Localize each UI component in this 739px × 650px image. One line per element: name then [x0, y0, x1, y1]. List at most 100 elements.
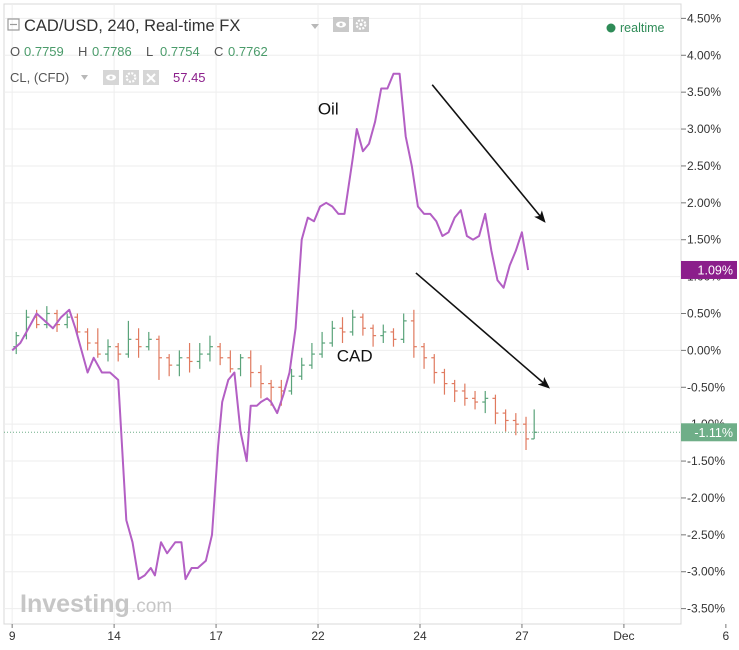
y-tick-label-8: 0.50%: [687, 307, 721, 321]
x-tick-label-7: 6: [723, 629, 730, 643]
cad-candle-15: [166, 354, 173, 377]
compare-dropdown-icon[interactable]: [81, 75, 88, 80]
y-tick-label-13: -2.00%: [687, 491, 725, 505]
cad-candle-38: [400, 313, 407, 344]
y-axis[interactable]: 4.50%4.00%3.50%3.00%2.50%2.00%1.50%1.00%…: [681, 11, 725, 616]
cad-candle-47: [492, 394, 499, 425]
annotation-oil: Oil: [318, 99, 339, 118]
cad-candle-10: [115, 343, 122, 362]
y-tick-label-4: 2.50%: [687, 159, 721, 173]
cad-candle-41: [431, 354, 438, 384]
square-minus-icon[interactable]: [7, 18, 20, 31]
cad-candle-28: [298, 357, 305, 380]
compare-gear-icon[interactable]: [123, 70, 139, 85]
cad-candle-16: [176, 350, 183, 377]
cad-candle-27: [288, 368, 295, 395]
x-tick-label-1: 14: [107, 629, 121, 643]
symbol-title[interactable]: CAD/USD, 240, Real-time FX: [24, 17, 240, 35]
cad-candle-36: [380, 324, 387, 344]
badge-label-oil: 1.09%: [698, 263, 733, 277]
x-tick-label-4: 24: [413, 629, 427, 643]
y-tick-label-0: 4.50%: [687, 11, 721, 25]
cad-candle-20: [217, 343, 224, 366]
realtime-dot: [606, 23, 616, 33]
ohlc-label-c: C: [214, 44, 223, 59]
x-tick-label-0: 9: [9, 629, 16, 643]
cad-candle-50: [523, 416, 530, 450]
cad-candle-34: [359, 313, 366, 336]
y-tick-label-6: 1.50%: [687, 233, 721, 247]
cad-candle-19: [206, 335, 213, 362]
y-tick-label-12: -1.50%: [687, 454, 725, 468]
ohlc-row: O 0.7759 H 0.7786 L 0.7754 C 0.7762: [10, 44, 268, 59]
cad-candle-35: [370, 324, 377, 347]
triangle-down-icon[interactable]: [311, 24, 319, 29]
cad-candle-21: [227, 350, 234, 373]
cad-candles: [13, 306, 538, 450]
x-tick-label-2: 17: [209, 629, 223, 643]
cad-candle-7: [84, 328, 91, 351]
watermark-suffix: .com: [131, 596, 172, 617]
x-axis[interactable]: 9 14 17 22 24 27 Dec 6: [9, 624, 730, 643]
cad-candle-40: [421, 343, 428, 369]
ohlc-value-h: 0.7786: [92, 44, 132, 59]
gear-icon[interactable]: [353, 17, 369, 32]
y-tick-label-2: 3.50%: [687, 85, 721, 99]
ohlc-label-o: O: [10, 44, 20, 59]
cad-candle-3: [43, 306, 50, 329]
watermark: Investing .com: [20, 590, 172, 618]
compare-value: 57.45: [173, 70, 206, 85]
close-icon[interactable]: [143, 70, 159, 85]
cad-candle-13: [145, 331, 152, 351]
cad-candle-42: [441, 368, 448, 395]
cad-candle-32: [339, 317, 346, 344]
x-tick-label-5: 27: [515, 629, 529, 643]
trend-arrow-0: [431, 84, 546, 223]
y-tick-label-15: -3.00%: [687, 565, 725, 579]
legend-header: CAD/USD, 240, Real-time FX O 0.7759 H 0.778…: [7, 17, 665, 85]
last-value-badges: 1.09% -1.11%: [681, 260, 737, 442]
ohlc-label-l: L: [146, 44, 153, 59]
cad-candle-45: [472, 390, 479, 410]
oil-series-line[interactable]: [11, 72, 530, 581]
compare-title[interactable]: CL, (CFD): [10, 70, 69, 85]
cad-candle-4: [54, 309, 61, 332]
cad-candle-31: [329, 320, 336, 347]
eye-icon[interactable]: [333, 17, 349, 32]
y-tick-label-10: -0.50%: [687, 380, 725, 394]
y-tick-label-5: 2.00%: [687, 196, 721, 210]
y-tick-label-9: 0.00%: [687, 343, 721, 357]
y-tick-label-3: 3.00%: [687, 122, 721, 136]
y-tick-label-14: -2.50%: [687, 528, 725, 542]
annotation-cad: CAD: [337, 346, 373, 365]
cad-candle-44: [461, 383, 468, 406]
badge-oil: 1.09%: [681, 260, 737, 279]
ohlc-value-l: 0.7754: [160, 44, 200, 59]
ohlc-value-c: 0.7762: [228, 44, 268, 59]
cad-candle-11: [125, 320, 132, 358]
x-tick-label-3: 22: [311, 629, 325, 643]
cad-candle-37: [390, 328, 397, 347]
badge-label-cad: -1.11%: [694, 426, 733, 440]
badge-cad: -1.11%: [681, 423, 737, 442]
cad-candle-5: [64, 313, 71, 329]
cad-candle-39: [410, 309, 417, 358]
cad-candle-51: [531, 409, 538, 440]
cad-candle-46: [482, 390, 489, 414]
annotations: Oil CAD: [318, 99, 373, 365]
ohlc-value-o: 0.7759: [24, 44, 64, 59]
cad-candle-22: [237, 354, 244, 377]
cad-candle-48: [502, 409, 509, 432]
compare-eye-icon[interactable]: [103, 70, 119, 85]
cad-candle-9: [104, 339, 111, 362]
cad-candle-17: [186, 343, 193, 373]
realtime-label[interactable]: realtime: [620, 21, 665, 35]
cad-candle-33: [349, 309, 356, 336]
cad-candle-30: [319, 331, 326, 358]
cad-candle-43: [451, 379, 458, 403]
cad-candle-14: [155, 335, 162, 380]
grid: [4, 4, 681, 624]
cad-candle-8: [94, 328, 101, 358]
